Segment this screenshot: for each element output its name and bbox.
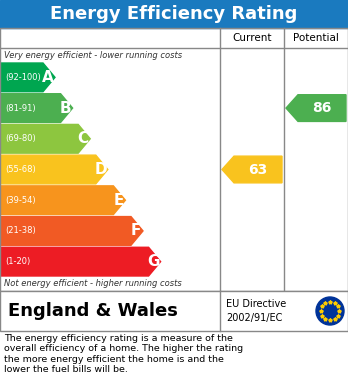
Polygon shape xyxy=(0,247,160,276)
Text: Potential: Potential xyxy=(293,33,339,43)
Polygon shape xyxy=(0,94,73,122)
Text: The energy efficiency rating is a measure of the
overall efficiency of a home. T: The energy efficiency rating is a measur… xyxy=(4,334,243,374)
Text: A: A xyxy=(42,70,54,85)
Polygon shape xyxy=(0,186,125,215)
Circle shape xyxy=(316,297,344,325)
Text: (69-80): (69-80) xyxy=(5,134,36,143)
Text: (81-91): (81-91) xyxy=(5,104,35,113)
Text: (39-54): (39-54) xyxy=(5,196,35,205)
Text: Current: Current xyxy=(232,33,272,43)
Text: (55-68): (55-68) xyxy=(5,165,36,174)
Text: (21-38): (21-38) xyxy=(5,226,36,235)
Text: F: F xyxy=(131,223,141,239)
Text: 63: 63 xyxy=(248,163,268,176)
Polygon shape xyxy=(0,155,108,184)
Text: Very energy efficient - lower running costs: Very energy efficient - lower running co… xyxy=(4,50,182,59)
Text: (92-100): (92-100) xyxy=(5,73,41,82)
Text: 86: 86 xyxy=(312,101,332,115)
Bar xyxy=(0,291,348,331)
Text: E: E xyxy=(113,193,124,208)
Polygon shape xyxy=(0,124,90,153)
Text: Not energy efficient - higher running costs: Not energy efficient - higher running co… xyxy=(4,280,182,289)
Polygon shape xyxy=(222,156,282,183)
Text: G: G xyxy=(147,254,160,269)
Bar xyxy=(0,28,348,291)
Text: B: B xyxy=(60,100,71,116)
Text: EU Directive
2002/91/EC: EU Directive 2002/91/EC xyxy=(226,300,286,323)
Text: Energy Efficiency Rating: Energy Efficiency Rating xyxy=(50,5,298,23)
Polygon shape xyxy=(286,95,346,122)
Text: (1-20): (1-20) xyxy=(5,257,30,266)
Bar xyxy=(0,0,348,28)
Text: England & Wales: England & Wales xyxy=(8,302,178,320)
Polygon shape xyxy=(0,217,143,245)
Text: C: C xyxy=(78,131,89,146)
Polygon shape xyxy=(0,63,55,92)
Text: D: D xyxy=(95,162,107,177)
